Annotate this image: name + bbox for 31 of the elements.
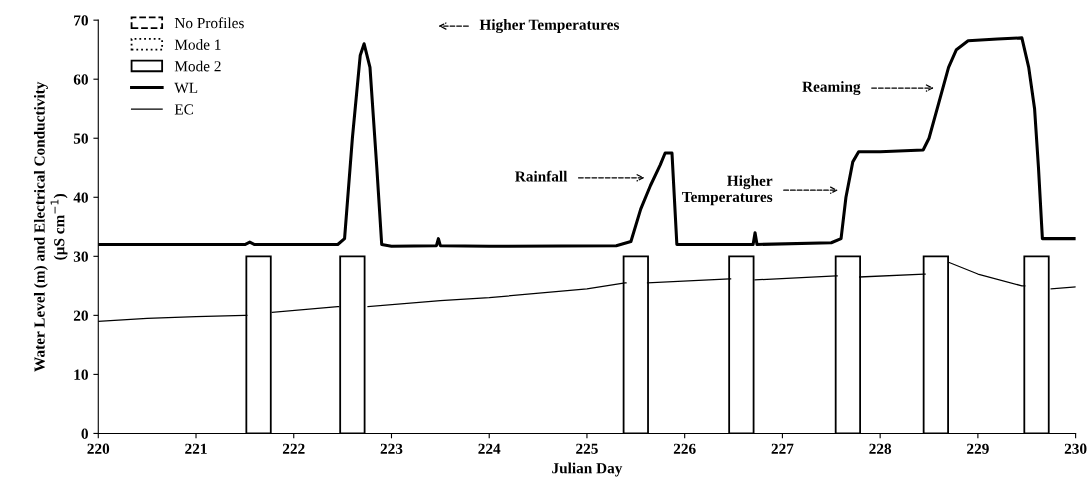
x-tick-label: 225 (576, 443, 598, 454)
y-axis-title: Water Level (m) and Electrical Conductivity (µS cm$^{−1}$) (33, 81, 68, 372)
x-axis-title: Julian Day (552, 462, 623, 477)
annotation: Higher Temperatures (479, 19, 620, 34)
y-tick-label: 70 (74, 15, 88, 26)
x-tick-label: 220 (87, 443, 110, 454)
x-tick-label: 222 (282, 443, 305, 454)
y-tick-label: 50 (73, 133, 88, 144)
x-tick-label: 228 (869, 443, 892, 454)
y-tick-label: 0 (81, 428, 88, 439)
legend-label: Mode 1 (174, 39, 221, 50)
legend-label: Mode 2 (174, 60, 221, 72)
y-tick-label: 20 (73, 310, 88, 321)
line-series (98, 36, 1076, 248)
x-tick-label: 221 (185, 443, 207, 454)
y-tick-label: 40 (73, 192, 88, 203)
y-tick-label: 60 (73, 74, 88, 85)
x-tick-label: 227 (771, 443, 794, 454)
annotation: Rainfall (515, 170, 568, 182)
x-tick-label: 223 (380, 443, 403, 454)
x-tick-label: 224 (478, 443, 501, 454)
annotation: Higher Temperatures (682, 175, 773, 206)
x-tick-label: 226 (673, 443, 696, 454)
x-tick-label: 230 (1064, 443, 1087, 454)
legend-label: WL (174, 82, 198, 94)
y-tick-label: 30 (73, 251, 88, 262)
annotation: Reaming (802, 81, 861, 96)
x-tick-label: 229 (967, 443, 989, 454)
legend-label: EC (174, 104, 194, 115)
legend-label: No Profiles (174, 17, 244, 29)
y-tick-label: 10 (74, 369, 88, 380)
